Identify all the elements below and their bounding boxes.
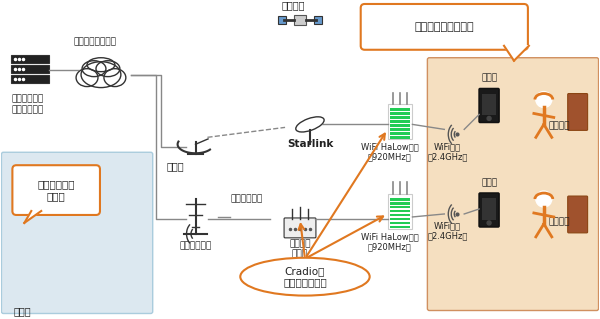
- FancyBboxPatch shape: [388, 194, 412, 229]
- FancyBboxPatch shape: [11, 55, 49, 63]
- Text: スマホ: スマホ: [481, 178, 497, 187]
- FancyBboxPatch shape: [389, 206, 410, 209]
- FancyBboxPatch shape: [13, 165, 100, 215]
- FancyBboxPatch shape: [11, 75, 49, 83]
- FancyBboxPatch shape: [389, 214, 410, 217]
- Ellipse shape: [104, 69, 126, 86]
- FancyBboxPatch shape: [568, 196, 587, 233]
- Ellipse shape: [87, 58, 115, 72]
- FancyBboxPatch shape: [389, 218, 410, 220]
- Text: 衛星通信: 衛星通信: [281, 0, 305, 10]
- FancyBboxPatch shape: [389, 210, 410, 212]
- Text: WiFi HaLow通信
（920MHz）: WiFi HaLow通信 （920MHz）: [361, 142, 418, 162]
- Circle shape: [487, 116, 491, 120]
- Text: トランシーバ
アプリサーバ: トランシーバ アプリサーバ: [11, 94, 44, 114]
- Text: 作業現場: 作業現場: [548, 122, 569, 130]
- FancyBboxPatch shape: [388, 105, 412, 139]
- Polygon shape: [504, 46, 529, 61]
- FancyBboxPatch shape: [389, 124, 410, 127]
- FancyBboxPatch shape: [482, 198, 496, 220]
- Text: トランシーバ
アプリ: トランシーバ アプリ: [37, 179, 75, 201]
- Text: Cradio：
無線置局の導出: Cradio： 無線置局の導出: [283, 266, 327, 287]
- Circle shape: [487, 221, 491, 225]
- FancyBboxPatch shape: [389, 120, 410, 123]
- FancyBboxPatch shape: [568, 93, 587, 130]
- FancyBboxPatch shape: [479, 193, 499, 227]
- Polygon shape: [25, 211, 41, 223]
- Text: モバイル電波: モバイル電波: [230, 194, 263, 203]
- FancyBboxPatch shape: [294, 15, 306, 25]
- Text: トランシーバアプリ: トランシーバアプリ: [415, 22, 474, 32]
- Text: Starlink: Starlink: [287, 139, 333, 149]
- FancyBboxPatch shape: [479, 89, 499, 122]
- Text: WiFi通信
（2.4GHz）: WiFi通信 （2.4GHz）: [427, 221, 467, 240]
- FancyBboxPatch shape: [389, 136, 410, 139]
- FancyBboxPatch shape: [389, 128, 410, 131]
- FancyBboxPatch shape: [278, 16, 286, 24]
- FancyBboxPatch shape: [11, 65, 49, 73]
- Text: スマホ: スマホ: [481, 74, 497, 83]
- FancyBboxPatch shape: [284, 218, 316, 238]
- Text: WiFi HaLow通信
（920MHz）: WiFi HaLow通信 （920MHz）: [361, 232, 418, 251]
- FancyBboxPatch shape: [1, 152, 153, 314]
- FancyBboxPatch shape: [361, 4, 528, 50]
- FancyBboxPatch shape: [389, 202, 410, 204]
- Ellipse shape: [296, 117, 324, 132]
- Ellipse shape: [96, 61, 120, 77]
- Ellipse shape: [76, 69, 98, 86]
- FancyBboxPatch shape: [389, 222, 410, 225]
- Text: WiFi通信
（2.4GHz）: WiFi通信 （2.4GHz）: [427, 142, 467, 162]
- Text: 地上局: 地上局: [167, 161, 184, 171]
- FancyBboxPatch shape: [389, 116, 410, 119]
- Text: モバイル
ルータ: モバイル ルータ: [289, 239, 311, 258]
- Text: ドコモ基地局: ドコモ基地局: [179, 241, 212, 250]
- Text: 作業現場: 作業現場: [548, 217, 569, 226]
- Ellipse shape: [240, 258, 370, 296]
- FancyBboxPatch shape: [389, 198, 410, 201]
- Text: インターネット網: インターネット網: [73, 38, 116, 47]
- Ellipse shape: [82, 61, 106, 77]
- Circle shape: [536, 92, 552, 108]
- FancyBboxPatch shape: [389, 226, 410, 228]
- FancyBboxPatch shape: [389, 132, 410, 135]
- FancyBboxPatch shape: [482, 93, 496, 115]
- FancyBboxPatch shape: [389, 113, 410, 115]
- FancyBboxPatch shape: [427, 58, 599, 310]
- FancyBboxPatch shape: [389, 108, 410, 111]
- FancyBboxPatch shape: [314, 16, 322, 24]
- Text: 事務所: 事務所: [13, 307, 31, 316]
- Circle shape: [536, 191, 552, 207]
- Ellipse shape: [81, 62, 121, 88]
